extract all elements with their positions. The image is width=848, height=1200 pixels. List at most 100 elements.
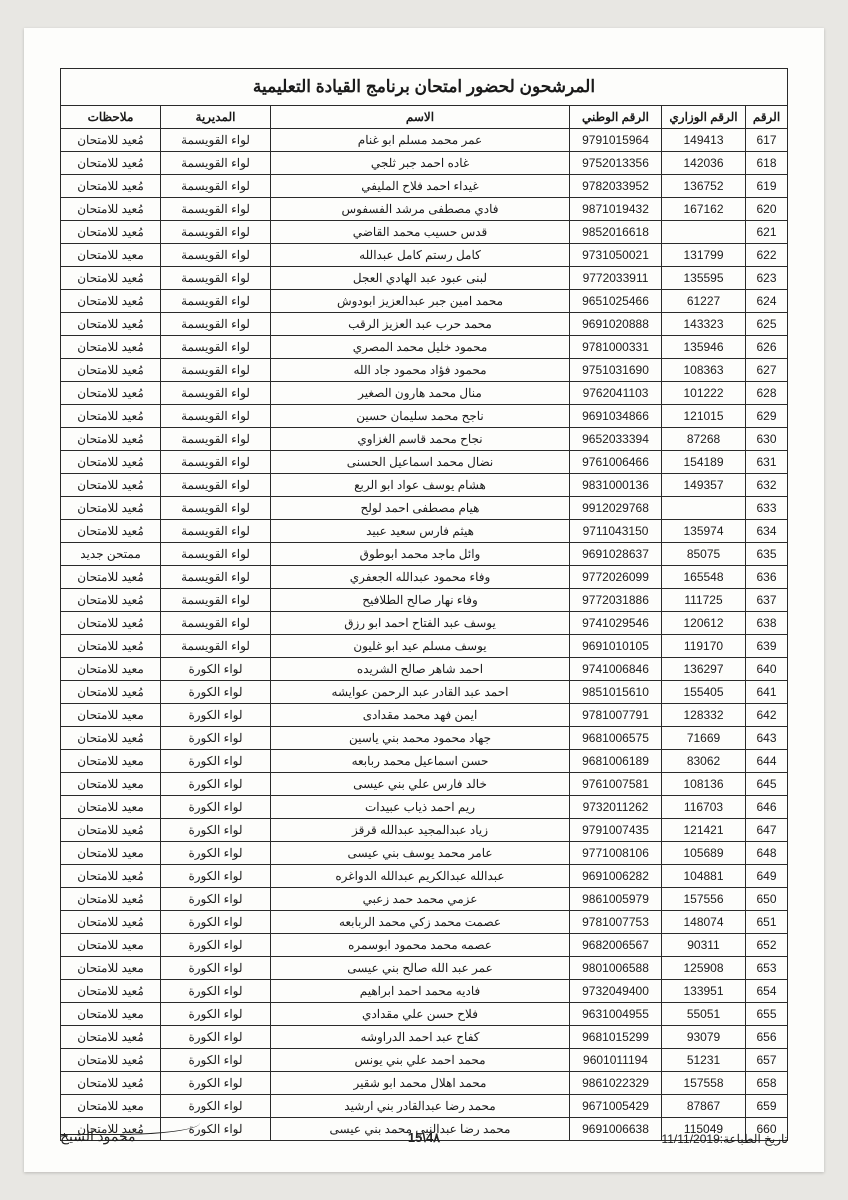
table-cell: مُعيد للامتحان (61, 151, 161, 174)
signature-text: محمود الشيخ (60, 1130, 136, 1145)
table-cell: 647 (746, 818, 788, 841)
table-row: 6261359469781000331محمود خليل محمد المصر… (61, 335, 788, 358)
table-cell: معيد للامتحان (61, 933, 161, 956)
table-cell: 93079 (662, 1025, 746, 1048)
table-cell: لواء الكورة (161, 680, 271, 703)
table-row: 6181420369752013356غاده احمد جبر ثلجيلوا… (61, 151, 788, 174)
table-cell: لواء القويسمة (161, 588, 271, 611)
table-cell: 157556 (662, 887, 746, 910)
table-cell: يوسف عبد الفتاح احمد ابو رزق (271, 611, 570, 634)
page-number: 4٨\15 (408, 1130, 440, 1146)
table-cell: 9731050021 (570, 243, 662, 266)
table-cell: 9671005429 (570, 1094, 662, 1117)
table-cell: كفاح عبد احمد الدراوشه (271, 1025, 570, 1048)
table-cell: 154189 (662, 450, 746, 473)
table-cell: 108136 (662, 772, 746, 795)
table-row: 644830629681006189حسن اسماعيل محمد ربابع… (61, 749, 788, 772)
table-cell: 642 (746, 703, 788, 726)
table-cell: لواء القويسمة (161, 634, 271, 657)
table-cell: 9691020888 (570, 312, 662, 335)
table-cell: مُعيد للامتحان (61, 1025, 161, 1048)
table-cell: 632 (746, 473, 788, 496)
table-cell: 630 (746, 427, 788, 450)
table-cell: وائل ماجد محمد ابوطوق (271, 542, 570, 565)
table-cell: مُعيد للامتحان (61, 473, 161, 496)
table-cell: 9782033952 (570, 174, 662, 197)
table-cell: 628 (746, 381, 788, 404)
table-cell: 648 (746, 841, 788, 864)
table-row: 6421283329781007791ايمن فهد محمد مقدادىل… (61, 703, 788, 726)
table-row: 6339912029768هيام مصطفى احمد لولحلواء ال… (61, 496, 788, 519)
table-cell: مُعيد للامتحان (61, 197, 161, 220)
table-cell: مُعيد للامتحان (61, 726, 161, 749)
table-cell: لواء الكورة (161, 726, 271, 749)
table-cell: مُعيد للامتحان (61, 910, 161, 933)
table-row: 6491048819691006282عبدالله عبدالكريم عبد… (61, 864, 788, 887)
table-cell: 639 (746, 634, 788, 657)
table-cell: محمد امين جبر عبدالعزيز ابودوش (271, 289, 570, 312)
table-cell: لواء القويسمة (161, 427, 271, 450)
table-cell: 9801006588 (570, 956, 662, 979)
col-directorate: المديرية (161, 105, 271, 128)
table-cell: لواء الكورة (161, 1002, 271, 1025)
table-cell: كامل رستم كامل عبدالله (271, 243, 570, 266)
table-cell: مُعيد للامتحان (61, 220, 161, 243)
table-title: المرشحون لحضور امتحان برنامج القيادة الت… (61, 69, 788, 106)
table-cell: 620 (746, 197, 788, 220)
table-cell: 655 (746, 1002, 788, 1025)
table-cell: لواء الكورة (161, 703, 271, 726)
table-cell: 135946 (662, 335, 746, 358)
table-row: 6581575589861022329محمد اهلال محمد ابو ش… (61, 1071, 788, 1094)
table-cell: لواء الكورة (161, 841, 271, 864)
table-cell: 9772031886 (570, 588, 662, 611)
table-cell: لواء الكورة (161, 910, 271, 933)
table-cell: 128332 (662, 703, 746, 726)
table-cell: 622 (746, 243, 788, 266)
table-cell: 9741006846 (570, 657, 662, 680)
table-cell: 627 (746, 358, 788, 381)
table-body: 6171494139791015964عمر محمد مسلم ابو غنا… (61, 128, 788, 1140)
table-row: 6281012229762041103منال محمد هارون الصغي… (61, 381, 788, 404)
table-cell: ممتحن جديد (61, 542, 161, 565)
table-row: 659878679671005429محمد رضا عبدالقادر بني… (61, 1094, 788, 1117)
table-cell: 9762041103 (570, 381, 662, 404)
signature-block: محمود الشيخ (60, 1115, 200, 1146)
table-cell: 143323 (662, 312, 746, 335)
table-cell: 9691010105 (570, 634, 662, 657)
table-row: 6251433239691020888محمد حرب عبد العزيز ا… (61, 312, 788, 335)
table-row: 6511480749781007753عصمت محمد زكي محمد ال… (61, 910, 788, 933)
table-cell: نجاح محمد قاسم الغزاوي (271, 427, 570, 450)
table-cell: فلاح حسن علي مقدادي (271, 1002, 570, 1025)
table-cell: 149357 (662, 473, 746, 496)
table-row: 655550519631004955فلاح حسن علي مقداديلوا… (61, 1002, 788, 1025)
print-date: تاريخ الطباعة:11/11/2019 (661, 1132, 788, 1146)
table-cell: 108363 (662, 358, 746, 381)
table-cell: 167162 (662, 197, 746, 220)
table-cell: مُعيد للامتحان (61, 979, 161, 1002)
table-cell: مُعيد للامتحان (61, 634, 161, 657)
table-cell: محمود خليل محمد المصري (271, 335, 570, 358)
table-cell: 165548 (662, 565, 746, 588)
table-cell: لواء الكورة (161, 795, 271, 818)
table-cell: مُعيد للامتحان (61, 335, 161, 358)
table-cell: 640 (746, 657, 788, 680)
table-cell: لواء القويسمة (161, 542, 271, 565)
table-cell: 136297 (662, 657, 746, 680)
table-cell: مُعيد للامتحان (61, 450, 161, 473)
table-cell: 155405 (662, 680, 746, 703)
table-cell: مُعيد للامتحان (61, 680, 161, 703)
table-row: 6361655489772026099وفاء محمود عبدالله ال… (61, 565, 788, 588)
table-cell: محمود فؤاد محمود جاد الله (271, 358, 570, 381)
table-cell: 121015 (662, 404, 746, 427)
table-cell: معيد للامتحان (61, 243, 161, 266)
table-cell: 9711043150 (570, 519, 662, 542)
table-row: 6401362979741006846احمد شاهر صالح الشريد… (61, 657, 788, 680)
table-cell: مُعيد للامتحان (61, 864, 161, 887)
table-cell: 658 (746, 1071, 788, 1094)
table-cell: معيد للامتحان (61, 1002, 161, 1025)
table-row: 656930799681015299كفاح عبد احمد الدراوشه… (61, 1025, 788, 1048)
table-cell: 119170 (662, 634, 746, 657)
table-cell: لواء الكورة (161, 772, 271, 795)
table-cell: لواء القويسمة (161, 197, 271, 220)
table-cell: 9781007753 (570, 910, 662, 933)
